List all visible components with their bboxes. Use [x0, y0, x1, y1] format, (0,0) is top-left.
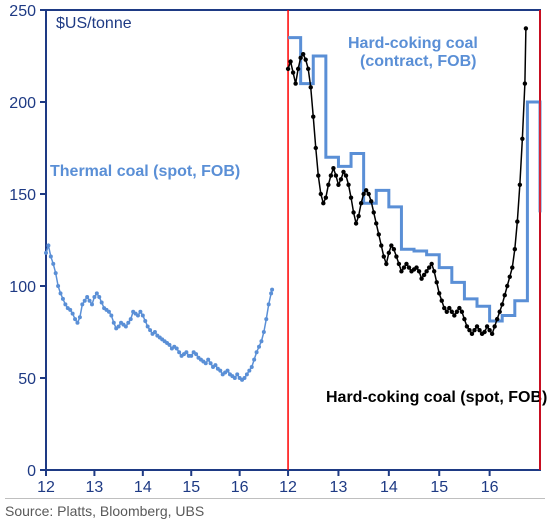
svg-text:16: 16 — [231, 479, 249, 496]
hcc_contract-label: Hard-coking coal — [348, 35, 478, 52]
coal-price-chart: 0 50 100 150 200 250 $US/tonne 12 13 14 15 16 Therma… — [0, 0, 550, 498]
svg-text:200: 200 — [9, 95, 36, 112]
svg-text:15: 15 — [430, 479, 448, 496]
thermal_spot — [46, 246, 272, 380]
svg-text:16: 16 — [481, 479, 499, 496]
hcc_spot-label: Hard-coking coal (spot, FOB) — [326, 389, 547, 406]
svg-text:13: 13 — [330, 479, 348, 496]
hcc_spot — [288, 28, 526, 333]
svg-text:12: 12 — [37, 479, 55, 496]
svg-text:12: 12 — [279, 479, 297, 496]
svg-text:$US/tonne: $US/tonne — [56, 15, 132, 32]
svg-text:13: 13 — [86, 479, 104, 496]
svg-text:0: 0 — [27, 463, 36, 480]
svg-text:(contract, FOB): (contract, FOB) — [360, 53, 476, 70]
hcc_contract — [288, 38, 540, 321]
svg-text:14: 14 — [134, 479, 152, 496]
svg-text:150: 150 — [9, 187, 36, 204]
source-caption: Source: Platts, Bloomberg, UBS — [5, 498, 545, 519]
svg-text:14: 14 — [380, 479, 398, 496]
svg-text:50: 50 — [18, 371, 36, 388]
svg-text:250: 250 — [9, 3, 36, 20]
svg-text:15: 15 — [182, 479, 200, 496]
thermal_spot-label: Thermal coal (spot, FOB) — [50, 163, 240, 180]
svg-text:100: 100 — [9, 279, 36, 296]
